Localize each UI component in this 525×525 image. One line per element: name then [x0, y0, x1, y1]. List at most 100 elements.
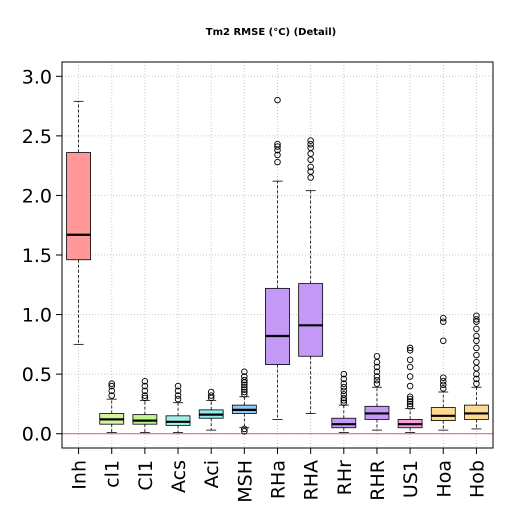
box-body	[265, 287, 290, 366]
outlier-point	[406, 398, 414, 405]
x-tick-label: MSH	[234, 460, 256, 503]
outlier-point	[373, 363, 381, 371]
outlier-point	[241, 373, 248, 380]
outlier-point	[373, 376, 381, 384]
box-RHA	[298, 137, 324, 414]
x-tick-label: Aci	[201, 460, 223, 488]
chart-title: Tm2 RMSE (°C) (Detail)	[206, 27, 336, 38]
y-tick-label: 2.0	[22, 185, 52, 207]
outlier-point	[141, 392, 149, 399]
outlier-point	[440, 314, 447, 322]
outlier-point	[373, 368, 381, 376]
outlier-point	[406, 356, 414, 364]
outlier-point	[340, 387, 348, 395]
outlier-point	[440, 374, 447, 381]
outlier-point	[340, 370, 348, 378]
x-tick-label: Hob	[466, 460, 488, 498]
outlier-point	[307, 137, 314, 144]
x-tick-label: RHR	[367, 460, 389, 501]
outlier-point	[207, 392, 215, 399]
x-tick-label: RHA	[301, 460, 323, 501]
outlier-point	[174, 382, 182, 390]
box-US1	[397, 344, 423, 433]
box-RHa	[265, 96, 290, 420]
outlier-point	[141, 382, 149, 390]
box-Acs	[165, 382, 191, 433]
y-tick-label: 3.0	[22, 66, 52, 88]
outlier-point	[241, 388, 248, 396]
outlier-point	[406, 373, 414, 380]
outlier-point	[274, 140, 281, 148]
y-tick-label: 1.5	[22, 245, 52, 267]
box-Hoa	[430, 314, 456, 431]
outlier-point	[274, 143, 281, 150]
x-tick-label: cl1	[102, 460, 124, 488]
box-body	[165, 415, 191, 426]
outlier-point	[406, 382, 414, 390]
outlier-point	[241, 376, 248, 384]
outlier-point	[406, 403, 414, 410]
box-Inh	[66, 100, 91, 345]
outlier-point	[340, 394, 348, 402]
outlier-point	[473, 332, 480, 340]
outlier-point	[406, 363, 414, 371]
outlier-point	[473, 358, 480, 366]
outlier-point	[274, 158, 281, 166]
outlier-point	[274, 151, 281, 159]
outlier-point	[373, 373, 381, 380]
outlier-point	[473, 351, 480, 359]
outlier-point	[307, 144, 314, 152]
y-axis: 0.0 0.5 1.0 1.5 2.0 2.5 3.0	[22, 66, 62, 446]
outlier-point	[241, 428, 248, 435]
outlier-point	[108, 382, 115, 390]
outlier-point	[473, 312, 480, 320]
outlier-point	[406, 347, 414, 354]
outlier-point	[241, 368, 248, 376]
outlier-point	[340, 383, 348, 391]
outlier-point	[241, 386, 248, 393]
outlier-point	[174, 392, 182, 399]
box-Cl1	[132, 378, 158, 433]
outlier-point	[340, 399, 348, 406]
outlier-point	[241, 381, 248, 389]
outlier-point	[440, 378, 447, 385]
x-tick-label: Cl1	[135, 460, 157, 491]
outlier-point	[174, 395, 182, 403]
box-body	[298, 283, 324, 357]
outlier-point	[141, 378, 149, 385]
box-RHR	[364, 353, 390, 431]
outlier-point	[340, 391, 348, 398]
x-tick-label: RHr	[334, 460, 356, 495]
outlier-point	[440, 381, 447, 389]
x-axis: Inh cl1 Cl1 Acs Aci MSH RHa RHA RHr RHR US1 Hoa Hob	[69, 448, 488, 503]
x-tick-label: US1	[400, 460, 422, 498]
y-tick-label: 1.0	[22, 305, 52, 327]
box-RHr	[331, 370, 357, 433]
y-tick-label: 0.0	[22, 424, 52, 446]
outlier-point	[373, 353, 381, 360]
box-MSH	[231, 368, 257, 435]
x-tick-label: Inh	[69, 460, 91, 490]
box-Aci	[198, 388, 224, 431]
x-tick-label: Acs	[168, 460, 190, 493]
x-tick-label: Hoa	[433, 460, 455, 498]
outlier-point	[274, 96, 281, 104]
outlier-point	[340, 375, 348, 383]
box-cl1	[99, 380, 125, 433]
outlier-point	[241, 425, 248, 433]
outlier-point	[108, 392, 115, 399]
outlier-point	[473, 325, 480, 333]
outlier-point	[440, 337, 447, 345]
outlier-point	[440, 318, 447, 325]
outlier-point	[241, 391, 248, 398]
outlier-point	[307, 140, 314, 148]
outlier-point	[406, 400, 414, 408]
outlier-point	[207, 388, 215, 396]
outlier-point	[473, 375, 480, 383]
outlier-point	[406, 393, 414, 401]
outlier-point	[473, 316, 480, 323]
box-Hob	[464, 312, 489, 430]
box-body	[66, 152, 91, 261]
